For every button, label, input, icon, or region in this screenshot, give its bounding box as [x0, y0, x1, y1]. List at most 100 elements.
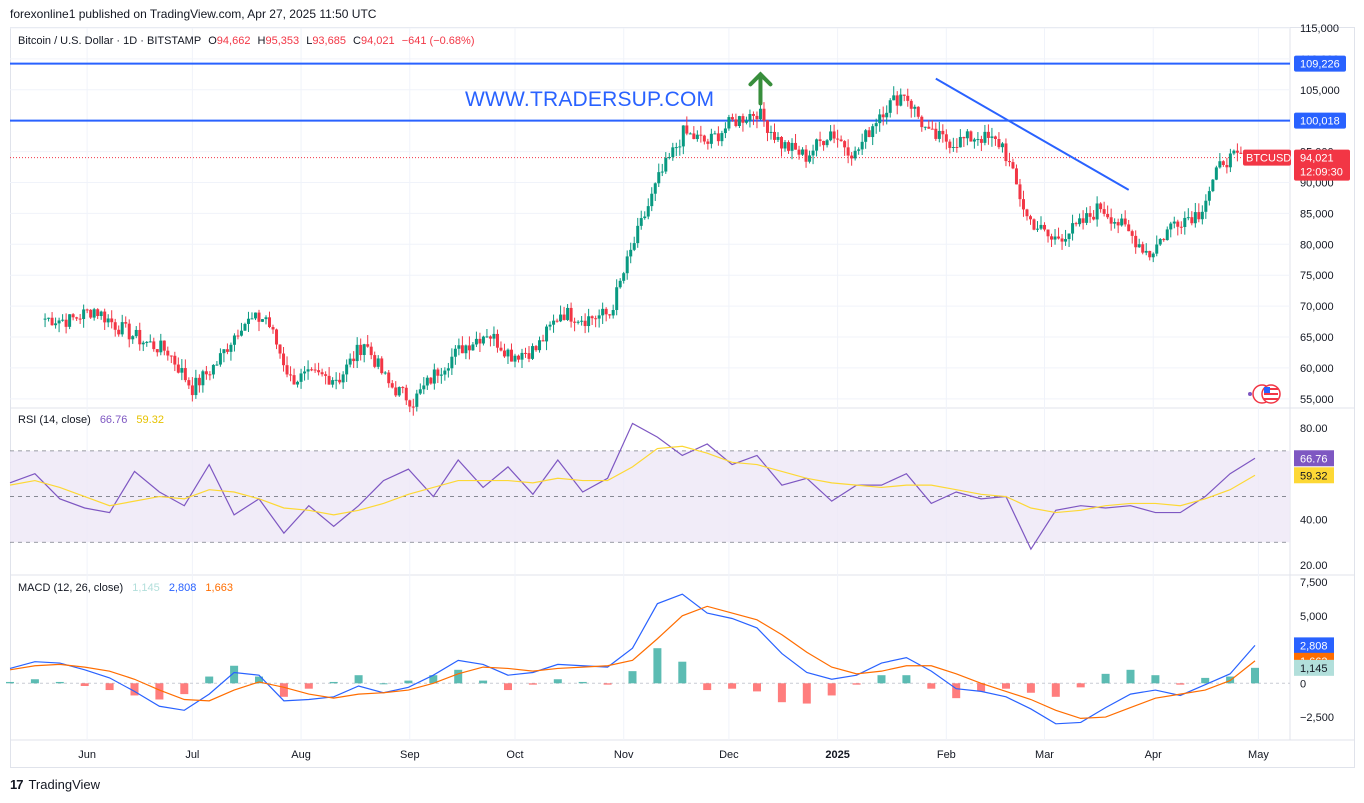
candle-body	[913, 106, 917, 109]
candle-body	[681, 125, 685, 147]
candle-body	[972, 139, 976, 142]
candle-body	[755, 115, 759, 120]
macd-histogram-bar	[1151, 675, 1160, 684]
rsi-value-tag-label: 66.76	[1300, 453, 1328, 465]
candle-body	[443, 370, 447, 375]
candle-body	[944, 134, 948, 142]
candle-body	[1099, 203, 1103, 210]
candle-body	[962, 136, 966, 139]
trendline-layer[interactable]	[935, 77, 1130, 191]
candle-body	[1183, 217, 1187, 228]
candle-body	[1228, 153, 1232, 168]
candle-body	[320, 372, 324, 375]
macd-hist-tag	[1294, 659, 1334, 676]
candle-body	[531, 346, 535, 359]
candle-body	[236, 335, 240, 337]
candle-body	[1039, 224, 1043, 229]
macd-value: 2,808	[168, 582, 197, 594]
candle-body	[534, 346, 538, 351]
us-flag-icon[interactable]	[1240, 383, 1286, 405]
candle-body	[611, 310, 615, 316]
candle-body	[758, 108, 762, 120]
candle-body	[257, 312, 261, 322]
change-value: −641 (−0.68%)	[401, 35, 475, 47]
horizontal-lines-layer[interactable]	[10, 62, 1290, 159]
macd-histogram-bar	[728, 683, 737, 689]
candle-body	[268, 317, 272, 328]
candle-body	[502, 350, 506, 357]
candle-body	[864, 130, 868, 142]
candle-body	[815, 139, 819, 151]
candle-body	[359, 344, 363, 356]
candle-body	[801, 149, 805, 155]
candle-body	[495, 333, 499, 348]
candle-body	[1211, 179, 1215, 192]
macd-histogram-bar	[55, 681, 64, 684]
candle-body	[1197, 212, 1201, 220]
candle-body	[246, 318, 250, 324]
candle-body	[776, 136, 780, 140]
x-tick-label: 2025	[825, 749, 849, 761]
symbol-tag-label: BTCUSD	[1246, 153, 1291, 165]
candle-body	[180, 368, 184, 373]
candle-body	[460, 345, 464, 354]
candle-body	[1057, 236, 1061, 239]
candle-body	[583, 320, 587, 327]
candle-body	[822, 140, 826, 146]
candle-body	[881, 114, 885, 118]
candle-body	[348, 358, 352, 365]
candle-body	[671, 147, 675, 158]
candle-body	[1085, 213, 1089, 223]
macd-histogram-bar	[603, 683, 612, 685]
macd-histogram-bar	[703, 683, 712, 691]
macd-histogram-bar	[30, 679, 39, 684]
candle-body	[218, 353, 222, 365]
candle-body	[408, 400, 412, 407]
candle-body	[103, 311, 107, 323]
candle-body	[664, 157, 668, 172]
x-tick-label: Mar	[1035, 749, 1054, 761]
macd-histogram-bar	[379, 683, 388, 685]
arrow-annotation[interactable]	[748, 71, 773, 106]
candle-body	[1200, 211, 1204, 220]
candle-body	[541, 340, 545, 342]
macd-histogram-bar	[105, 683, 114, 691]
macd-histogram-bar	[952, 683, 961, 699]
candle-body	[124, 322, 128, 324]
price-tick-label: 85,000	[1300, 208, 1334, 220]
candle-body	[141, 342, 145, 345]
candle-body	[769, 131, 773, 133]
candle-body	[885, 112, 889, 118]
rsi-band-layer	[10, 450, 1290, 543]
candle-body	[394, 387, 398, 396]
candle-body	[573, 321, 577, 323]
high-label: H	[257, 35, 266, 47]
macd-histogram-bar	[553, 679, 562, 684]
candle-body	[930, 128, 934, 130]
candle-body	[983, 131, 987, 143]
candle-body	[1123, 218, 1127, 225]
axis-layer[interactable]: Jun Jul Aug Sep Oct Nov Dec 2025 Feb Mar Apr May 115…	[78, 23, 1339, 761]
macd-histogram-bar	[777, 683, 786, 703]
candle-body	[78, 318, 82, 320]
tradingview-mark-icon: 17	[10, 777, 24, 792]
candle-body	[772, 131, 776, 140]
tradingview-logo[interactable]: 17 TradingView	[10, 777, 100, 792]
candle-body	[243, 323, 247, 331]
candle-body	[604, 308, 608, 315]
candle-body	[892, 95, 896, 101]
candle-body	[429, 377, 433, 384]
candle-body	[555, 320, 559, 322]
candle-body	[899, 94, 903, 106]
level-tag-label: 109,226	[1300, 59, 1340, 71]
candle-body	[317, 370, 321, 373]
level-tag	[1294, 55, 1346, 72]
price-tick-label: 55,000	[1300, 394, 1334, 406]
candle-body	[1025, 209, 1029, 217]
candle-body	[509, 349, 513, 362]
candle-body	[538, 340, 542, 351]
watermark-link[interactable]: WWW.TRADERSUP.COM	[465, 88, 715, 111]
candle-body	[632, 243, 636, 250]
candle-body	[464, 345, 468, 354]
